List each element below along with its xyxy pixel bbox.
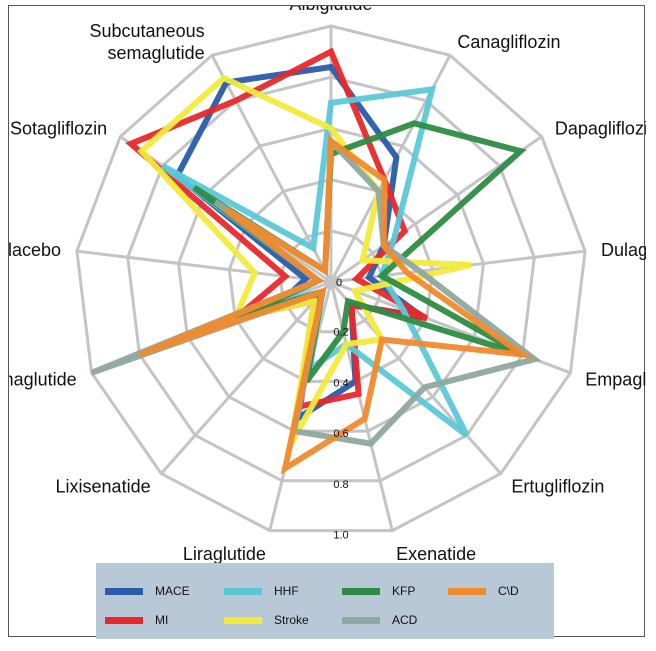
axis-label-empagliflozin: Empagliflozin: [585, 370, 646, 390]
series-c-d-line: [138, 135, 534, 475]
grid-spoke-5: [329, 281, 502, 475]
legend-item: HHF: [224, 584, 299, 598]
legend-item: KFP: [342, 584, 415, 598]
axis-label-exenatide: Exenatide: [396, 544, 476, 564]
axis-label-liraglutide: Liraglutide: [183, 544, 266, 564]
axis-label-albiglutide: Albiglutide: [289, 6, 372, 14]
grid-spoke-8: [160, 281, 333, 475]
axis-label-sotagliflozin: Sotagliflozin: [10, 119, 107, 139]
axis-label-placebo: Placebo: [9, 240, 61, 260]
legend-item: Stroke: [224, 613, 309, 627]
axis-label-ertugliflozin: Ertugliflozin: [511, 477, 604, 497]
legend-label: MACE: [155, 584, 190, 598]
legend-swatch: [342, 616, 380, 624]
legend-label: MI: [155, 613, 169, 627]
legend-label: KFP: [392, 584, 416, 598]
grid-spoke-6: [329, 281, 394, 531]
legend-label: C\D: [498, 584, 519, 598]
legend-label: HHF: [274, 584, 299, 598]
legend-item: ACD: [342, 613, 417, 627]
legend: MACE HHF KFP C\D MI Stroke ACD: [96, 563, 554, 639]
legend-label: ACD: [392, 613, 418, 627]
axis-label-subcutaneous-semaglutide: Subcutaneous semaglutide: [90, 21, 205, 63]
legend-swatch: [342, 587, 380, 595]
legend-swatch: [224, 616, 262, 624]
chart-frame: 0 0.2 0.4 0.6 0.8 1.0 Albiglutide Canagliflozin…: [8, 5, 646, 639]
legend-item: C\D: [448, 584, 519, 598]
axis-label-canagliflozin: Canagliflozin: [457, 32, 560, 52]
series-stroke-line: [137, 74, 472, 446]
axis-label-lixisenatide: Lixisenatide: [56, 477, 151, 497]
legend-item: MI: [105, 613, 168, 627]
axis-label-dapagliflozin: Dapagliflozin: [555, 119, 646, 139]
legend-label: Stroke: [274, 613, 309, 627]
grid-ring-4: [126, 75, 536, 483]
grid-ring-5: [75, 24, 587, 533]
legend-swatch: [105, 587, 143, 595]
radar-chart: 0 0.2 0.4 0.6 0.8 1.0 Albiglutide Canagliflozin…: [9, 6, 646, 564]
radial-tick-label: 0: [336, 277, 342, 289]
radial-tick-label: 1.0: [333, 529, 348, 541]
radial-tick-label: 0.6: [333, 428, 348, 440]
axis-label-oral-semaglutide: Oral semaglutide: [9, 370, 77, 390]
legend-swatch: [448, 587, 486, 595]
legend-swatch: [224, 587, 262, 595]
axis-label-dulaglutide: Dulaglutide: [601, 240, 646, 260]
radial-tick-label: 0.4: [333, 377, 348, 389]
radial-tick-label: 0.8: [333, 479, 348, 491]
legend-swatch: [105, 616, 143, 624]
radial-tick-label: 0.2: [333, 327, 348, 339]
legend-item: MACE: [105, 584, 190, 598]
